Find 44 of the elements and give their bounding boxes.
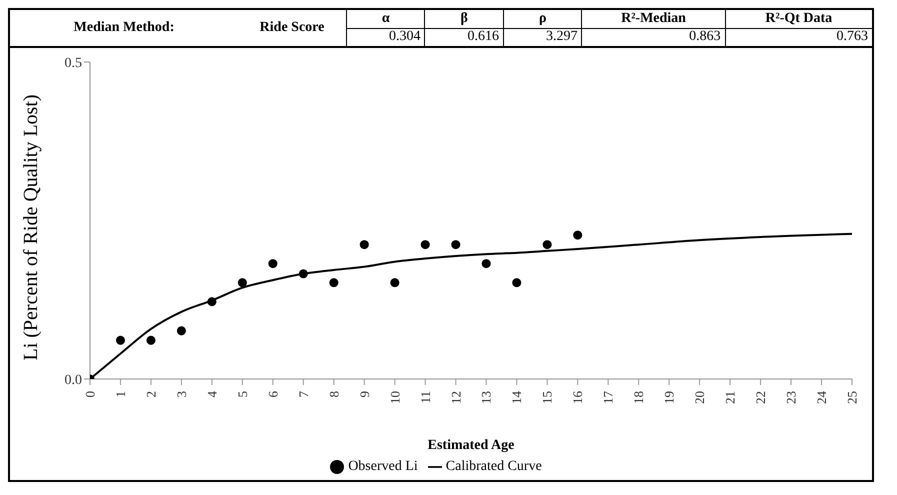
x-tick-label: 25 [844, 391, 860, 404]
x-tick-label: 8 [326, 391, 342, 398]
y-tick-label: 0.0 [64, 372, 82, 388]
x-tick-label: 4 [204, 390, 220, 398]
y-axis-title: Li (Percent of Ride Quality Lost) [20, 94, 42, 360]
x-tick-label: 12 [448, 391, 464, 404]
x-tick-label: 18 [631, 391, 646, 404]
x-tick-label: 15 [540, 391, 555, 404]
text: 0.304 [346, 28, 425, 47]
text: 0.616 [424, 28, 504, 47]
legend-label: Observed Li [348, 459, 418, 474]
x-tick-label: 13 [478, 391, 494, 404]
x-tick-label: 19 [662, 391, 677, 404]
x-tick-label: 14 [509, 390, 524, 404]
text: Ride Score [238, 9, 346, 47]
text: 0.763 [725, 28, 873, 47]
x-tick-label: 5 [234, 391, 250, 398]
x-tick-label: 6 [265, 390, 280, 398]
x-tick-label: 0 [82, 391, 98, 398]
text: Median Method: [9, 9, 238, 47]
legend-label: Calibrated Curve [446, 459, 542, 474]
x-tick-label: 3 [174, 391, 189, 398]
x-tick-label: 23 [784, 391, 799, 404]
x-tick-label: 16 [570, 390, 586, 404]
text: α [346, 9, 425, 28]
text: R²-Qt Data [725, 9, 873, 28]
x-tick-label: 17 [600, 390, 616, 404]
x-tick-label: 21 [722, 391, 738, 404]
x-tick-label: 9 [356, 391, 372, 398]
text: 0.863 [582, 28, 726, 47]
text: β [424, 9, 504, 28]
x-tick-label: 7 [296, 390, 311, 398]
x-axis-title: Estimated Age [428, 438, 514, 453]
x-tick-label: 11 [418, 391, 433, 404]
text: 3.297 [503, 28, 582, 47]
x-tick-label: 24 [814, 390, 830, 404]
x-tick-label: 10 [387, 391, 402, 404]
x-tick-label: 22 [753, 391, 768, 404]
text: ρ [503, 9, 582, 28]
x-tick-label: 20 [692, 391, 708, 404]
text: R²-Median [582, 9, 726, 28]
x-tick-label: 2 [143, 391, 158, 398]
y-tick-label: 0.5 [64, 56, 82, 71]
x-tick-label: 1 [112, 391, 128, 398]
